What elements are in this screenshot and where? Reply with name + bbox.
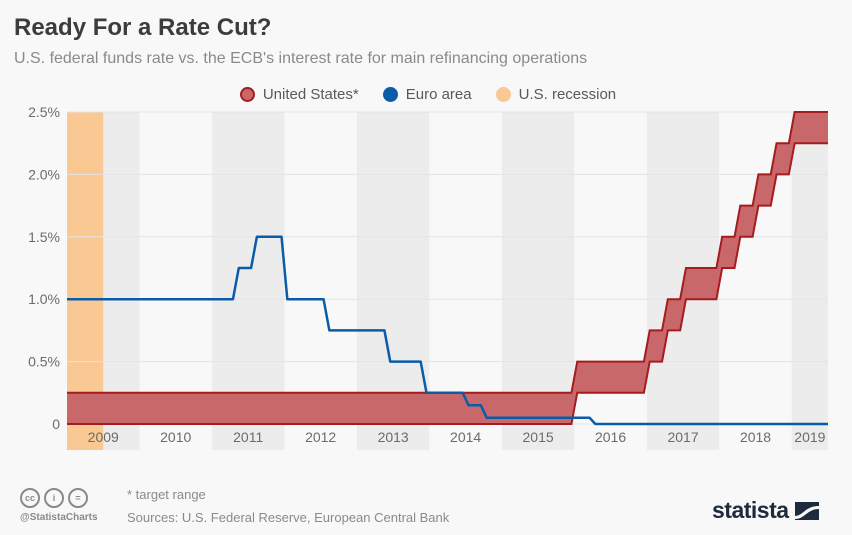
x-tick-label: 2012 — [305, 429, 336, 445]
sources: Sources: U.S. Federal Reserve, European … — [127, 510, 450, 525]
no-derivatives-icon: = — [68, 488, 88, 508]
x-tick-label: 2009 — [88, 429, 119, 445]
cc-icon: cc — [20, 488, 40, 508]
x-tick-label: 2018 — [740, 429, 771, 445]
x-axis: 2009 2010 2011 2012 2013 2014 2015 2016 2017 2018… — [88, 429, 826, 445]
footnote: * target range — [127, 487, 206, 502]
x-tick-label: 2013 — [378, 429, 409, 445]
x-tick-label: 2016 — [595, 429, 626, 445]
us-upper-line — [67, 111, 828, 394]
statista-handle[interactable]: @StatistaCharts — [20, 512, 98, 523]
legend-item-us-recession: U.S. recession — [495, 86, 617, 103]
legend-swatch-euro-area — [382, 87, 398, 102]
legend-swatch-us-recession — [495, 87, 511, 102]
legend-label-us-recession: U.S. recession — [518, 86, 617, 103]
legend-swatch-united-states — [239, 87, 255, 102]
us-lower-line — [67, 142, 828, 425]
x-tick-label: 2017 — [667, 429, 698, 445]
license-icons: cc i = — [20, 488, 88, 508]
year-band-2016 — [574, 112, 647, 450]
us-series — [67, 111, 828, 425]
y-tick-label: 0.5% — [28, 354, 60, 370]
year-band-2019 — [791, 112, 828, 450]
chart-subtitle: U.S. federal funds rate vs. the ECB's in… — [14, 50, 588, 67]
y-tick-label: 2.0% — [28, 166, 60, 182]
y-tick-label: 0 — [52, 416, 60, 432]
legend-item-united-states: United States* — [239, 86, 359, 103]
statista-logo-icon — [794, 501, 819, 520]
x-tick-label: 2010 — [160, 429, 191, 445]
euro-series — [67, 235, 828, 426]
x-tick-label: 2015 — [523, 429, 554, 445]
legend-item-euro-area: Euro area — [382, 86, 472, 103]
attribution-icon: i — [44, 488, 64, 508]
x-tick-label: 2014 — [450, 429, 481, 445]
x-tick-label: 2011 — [233, 429, 263, 445]
y-tick-label: 2.5% — [28, 104, 60, 120]
y-axis: 0 0.5% 1.0% 1.5% 2.0% 2.5% — [28, 104, 60, 432]
legend-label-united-states: United States* — [262, 86, 359, 103]
y-tick-label: 1.0% — [28, 291, 60, 307]
statista-logo[interactable]: statista — [712, 497, 819, 524]
legend-label-euro-area: Euro area — [405, 86, 472, 103]
rate-chart: 00.5%1.0%1.5%2.0%2.5% 2009 2010 2011 2012 20… — [28, 104, 828, 450]
legend: United States* Euro area U.S. recession — [118, 86, 738, 103]
x-tick-label: 2019 — [794, 429, 825, 445]
chart-title: Ready For a Rate Cut? — [14, 14, 272, 41]
euro-line — [67, 235, 828, 426]
statista-wordmark: statista — [712, 497, 789, 523]
y-tick-label: 1.5% — [28, 229, 60, 245]
